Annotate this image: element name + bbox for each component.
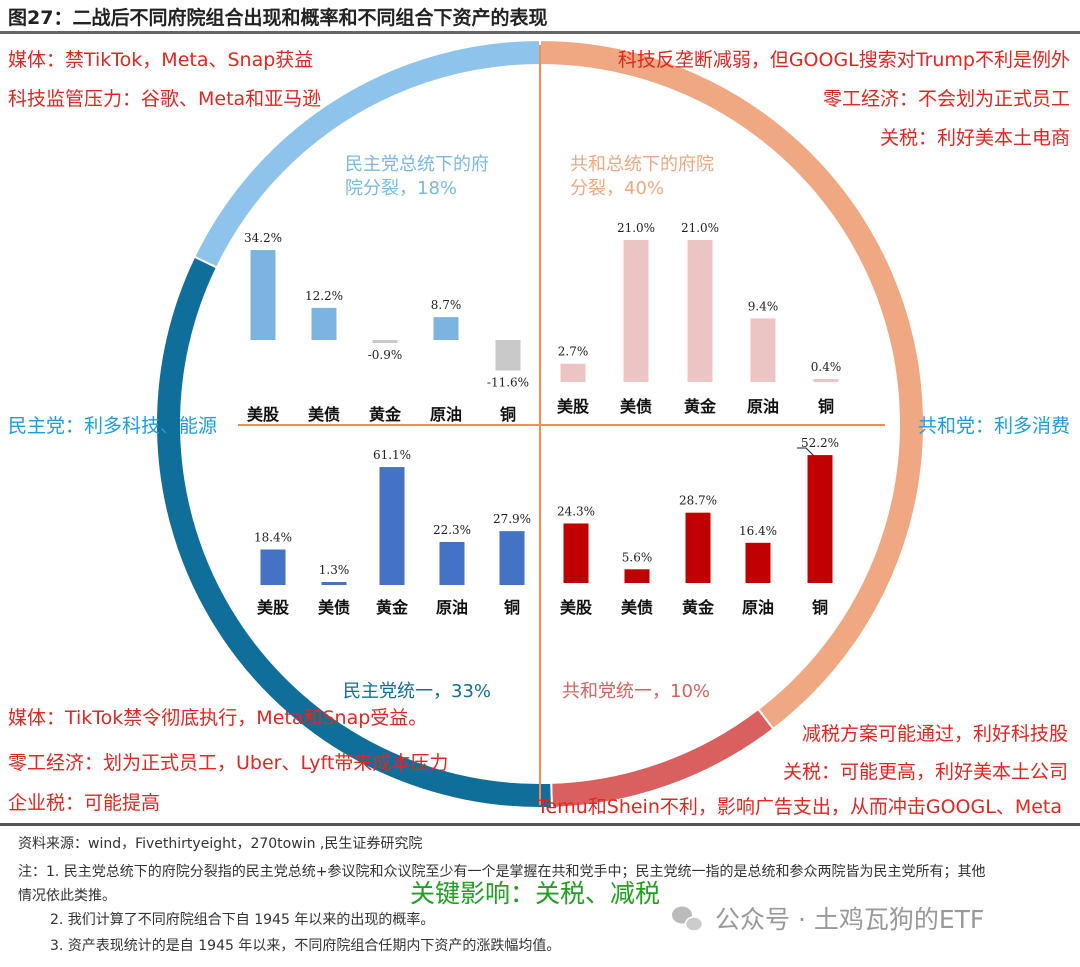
bar-top_left: [372, 340, 398, 343]
value-label: 28.7%: [679, 494, 717, 508]
footer-divider: [0, 823, 1080, 826]
category-label: 美股: [257, 598, 290, 617]
figure-title: 图27：二战后不同府院组合出现和概率和不同组合下资产的表现: [8, 6, 547, 29]
right-party-label: 共和党：利多消费: [918, 415, 1070, 437]
category-label: 原油: [747, 397, 779, 416]
category-label: 铜: [812, 598, 828, 617]
category-label: 美股: [557, 397, 590, 416]
annotation-top-right-3: 关税：利好美本土电商: [880, 127, 1070, 149]
category-label: 黄金: [369, 405, 402, 424]
quadrant-title-bottom-left: 民主党统一，33%: [343, 681, 491, 702]
title-divider: [0, 31, 1080, 34]
left-party-label: 民主党：利多科技、能源: [8, 415, 217, 437]
bar-top_left: [495, 340, 521, 371]
quadrant-title-top-left-1: 民主党总统下的府: [345, 154, 489, 175]
value-label: 8.7%: [431, 298, 462, 312]
note-3: 3. 资产表现统计的是自 1945 年以来，不同府院组合任期内下资产的涨跌幅均值…: [50, 938, 560, 954]
bar-top_right: [623, 240, 649, 382]
ring-segment: [539, 38, 925, 731]
quadrant-title-top-right-2: 分裂，40%: [570, 178, 664, 199]
bar-top_right: [750, 318, 776, 382]
ring-segment: [550, 707, 775, 809]
bar-top_left: [433, 317, 459, 340]
key-impact: 关键影响：关税、减税: [410, 879, 660, 908]
value-label: 16.4%: [739, 524, 777, 538]
bar-top_right: [687, 240, 713, 382]
bar-bottom_right: [563, 523, 589, 583]
bar-bottom_left: [379, 467, 405, 585]
bar-bottom_left: [499, 531, 525, 585]
category-label: 铜: [504, 598, 520, 617]
value-label: 5.6%: [622, 550, 653, 564]
category-label: 铜: [500, 405, 516, 424]
category-label: 铜: [818, 397, 834, 416]
annotation-bottom-left-3: 企业税：可能提高: [8, 792, 160, 814]
annotation-top-right-1: 科技反垄断减弱，但GOOGL搜索对Trump不利是例外: [618, 49, 1070, 71]
value-label: 9.4%: [748, 299, 779, 313]
category-label: 美债: [308, 405, 340, 424]
bar-bottom_left: [260, 549, 286, 585]
quadrant-title-top-left-2: 院分裂，18%: [345, 178, 457, 199]
value-label: 27.9%: [493, 512, 531, 526]
category-label: 原油: [430, 405, 462, 424]
bar-bottom_left: [439, 541, 465, 585]
value-label: 21.0%: [617, 221, 655, 235]
probability-ring: [155, 38, 925, 809]
value-label: 52.2%: [801, 436, 839, 450]
category-label: 黄金: [682, 598, 715, 617]
value-label: 18.4%: [254, 530, 292, 544]
bar-bottom_right: [745, 542, 771, 583]
quadrant-title-top-right-1: 共和总统下的府院: [570, 154, 714, 175]
bar-top_right: [813, 379, 839, 382]
annotation-bottom-right-2: 关税：可能更高，利好美本土公司: [783, 761, 1068, 783]
annotation-bottom-left-1: 媒体：TikTok禁令彻底执行，Meta和Snap受益。: [8, 707, 427, 729]
value-label: 61.1%: [373, 448, 411, 462]
category-label: 黄金: [684, 397, 717, 416]
watermark: 公众号 · 土鸡瓦狗的ETF: [715, 905, 984, 934]
bar-bottom_right: [685, 512, 711, 583]
bar-charts: 34.2% 美股 12.2% 美债 -0.9% 黄金 8.7% 原油 -11.6% 铜 2.7% 美股…: [244, 221, 841, 617]
category-label: 美债: [318, 598, 350, 617]
value-label: 22.3%: [433, 523, 471, 537]
bar-bottom_right: [624, 569, 650, 583]
category-label: 原油: [436, 598, 468, 617]
note-1a: 注：1. 民主党总统下的府院分裂指的民主党总统+参议院和众议院至少有一个是掌握在…: [18, 863, 986, 880]
bar-bottom_left: [321, 582, 347, 585]
value-label: 34.2%: [244, 231, 282, 245]
bar-bottom_right: [807, 455, 833, 583]
value-label: 12.2%: [305, 289, 343, 303]
quadrant-title-bottom-right: 共和党统一，10%: [562, 681, 710, 702]
category-label: 原油: [742, 598, 774, 617]
note-1b: 情况依此类推。: [18, 888, 116, 904]
annotation-top-left-1: 媒体：禁TikTok，Meta、Snap获益: [8, 49, 313, 71]
category-label: 美股: [247, 405, 280, 424]
category-label: 美股: [560, 598, 593, 617]
annotation-bottom-left-2: 零工经济：划为正式员工，Uber、Lyft带来成本压力: [8, 752, 448, 774]
value-label: 1.3%: [319, 563, 350, 577]
bar-top_left: [311, 307, 337, 340]
note-2: 2. 我们计算了不同府院组合下自 1945 年以来的出现的概率。: [50, 911, 434, 928]
category-label: 美债: [620, 397, 652, 416]
value-label: -11.6%: [487, 376, 529, 390]
value-label: 0.4%: [811, 360, 842, 374]
value-label: 21.0%: [681, 221, 719, 235]
bar-top_left: [250, 250, 276, 340]
bar-top_right: [560, 363, 586, 382]
value-label: -0.9%: [368, 348, 403, 362]
annotation-top-right-2: 零工经济：不会划为正式员工: [823, 88, 1070, 110]
annotation-top-left-2: 科技监管压力：谷歌、Meta和亚马逊: [8, 88, 321, 110]
annotation-bottom-right-3: Temu和Shein不利，影响广告支出，从而冲击GOOGL、Meta: [536, 796, 1062, 818]
value-label: 2.7%: [558, 345, 589, 359]
annotation-bottom-right-1: 减税方案可能通过，利好科技股: [802, 723, 1068, 745]
wechat-icon: [672, 906, 704, 932]
category-label: 美债: [621, 598, 653, 617]
label-leader-line: [797, 447, 815, 457]
value-label: 24.3%: [557, 504, 595, 518]
category-label: 黄金: [376, 598, 409, 617]
source-note: 资料来源：wind，Fivethirtyeight，270towin ,民生证券…: [18, 836, 422, 852]
